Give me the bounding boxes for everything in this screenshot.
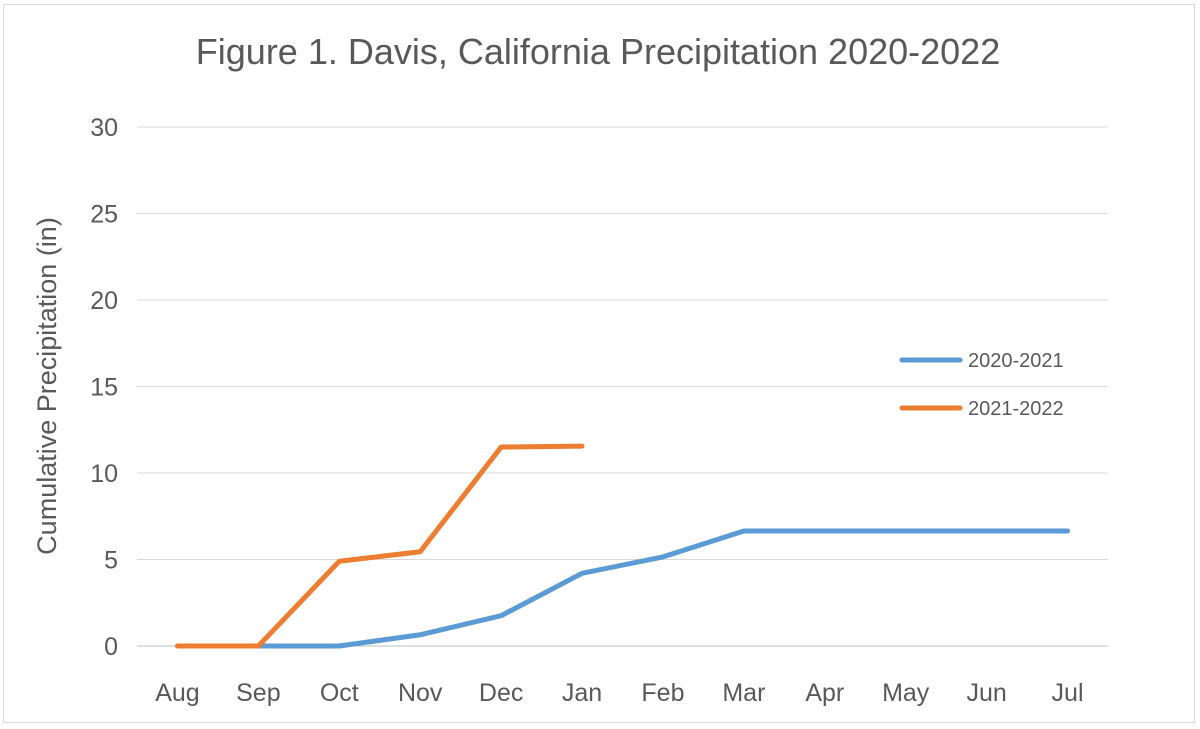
plot-area	[174, 443, 1071, 649]
x-tick-label: Oct	[320, 679, 359, 707]
x-tick-label: Nov	[398, 679, 443, 707]
chart-frame	[3, 4, 1195, 723]
gridlines	[137, 126, 1108, 647]
x-tick-label: Jun	[966, 679, 1006, 707]
x-tick-label: Jan	[562, 679, 602, 707]
legend: 2020-2021 2021-2022	[899, 350, 1064, 420]
legend-label-2020-2021: 2020-2021	[968, 350, 1064, 372]
x-axis-ticks: Aug Sep Oct Nov Dec Jan Feb Mar Apr May Jun Jul	[155, 679, 1083, 707]
y-tick-label: 25	[90, 201, 118, 229]
y-tick-label: 10	[90, 460, 118, 488]
y-axis-label: Cumulative Precipitation (in)	[32, 217, 62, 555]
x-tick-label: Mar	[722, 679, 765, 707]
chart-title: Figure 1. Davis, California Precipitatio…	[196, 31, 1000, 72]
y-tick-label: 30	[90, 114, 118, 142]
x-tick-label: Dec	[479, 679, 523, 707]
series-line-2020-2021	[255, 528, 1071, 649]
x-tick-label: Apr	[805, 679, 844, 707]
y-tick-label: 15	[90, 374, 118, 402]
y-tick-label: 5	[104, 547, 118, 575]
x-tick-label: Jul	[1052, 679, 1084, 707]
x-tick-label: Aug	[155, 679, 199, 707]
x-tick-label: Sep	[236, 679, 280, 707]
x-tick-label: Feb	[641, 679, 684, 707]
y-axis-ticks: 0 5 10 15 20 25 30	[90, 114, 118, 661]
legend-label-2021-2022: 2021-2022	[968, 398, 1064, 420]
series-line-2021-2022	[174, 443, 585, 649]
x-tick-label: May	[882, 679, 930, 707]
y-tick-label: 0	[104, 633, 118, 661]
y-tick-label: 20	[90, 287, 118, 315]
